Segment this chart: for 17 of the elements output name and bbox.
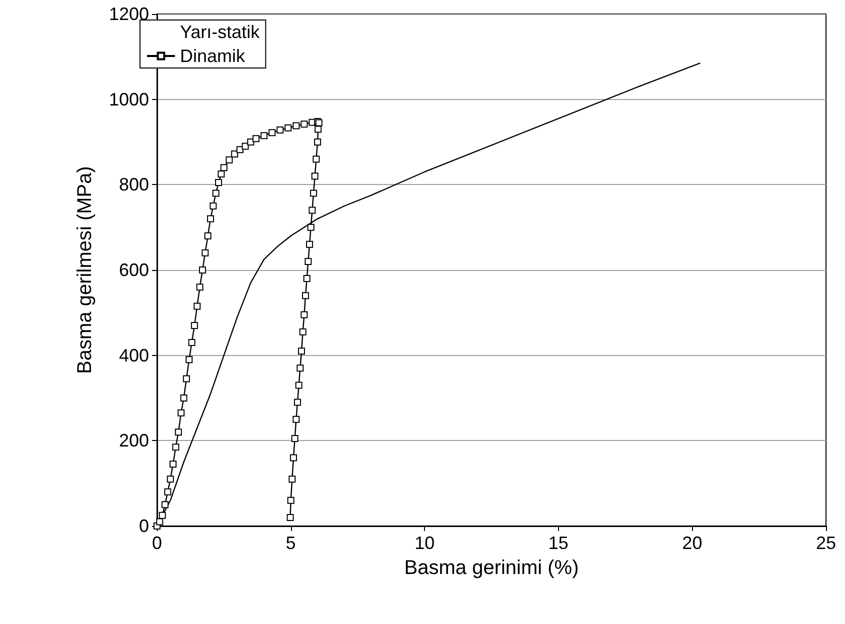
x-tick-label: 5 [286, 533, 296, 553]
y-tick-label: 0 [138, 516, 149, 536]
y-tick-label: 1200 [108, 4, 149, 24]
legend-label: Dinamik [180, 46, 246, 66]
y-tick-label: 1000 [108, 89, 149, 110]
x-tick-label: 15 [548, 533, 568, 553]
y-tick-label: 200 [118, 430, 149, 451]
x-tick-label: 20 [682, 533, 702, 553]
y-axis-title: Basma gerilmesi (MPa) [74, 166, 96, 374]
x-tick-label: 10 [414, 533, 435, 553]
x-axis-title: Basma gerinimi (%) [404, 557, 579, 579]
x-tick-label: 0 [152, 533, 162, 553]
text: Yarı-statik [180, 22, 261, 42]
x-tick-label: 25 [816, 533, 836, 553]
y-tick-label: 800 [118, 174, 149, 195]
y-tick-label: 600 [118, 260, 149, 280]
y-tick-label: 400 [118, 345, 149, 366]
